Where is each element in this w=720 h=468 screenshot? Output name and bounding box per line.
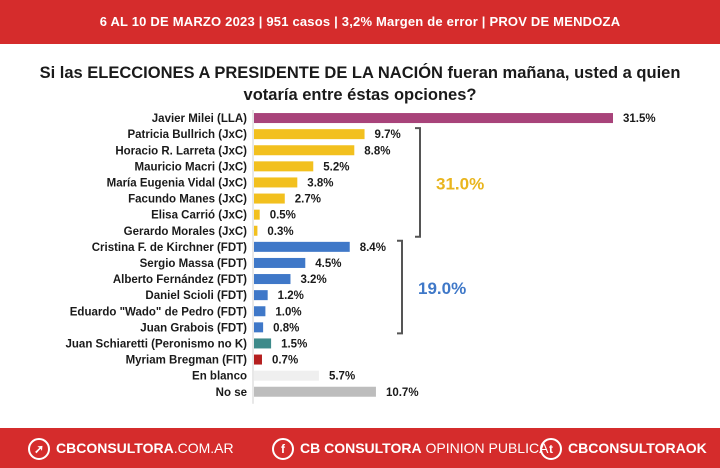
category-label: Patricia Bullrich (JxC) (127, 129, 247, 141)
value-label: 0.5% (270, 210, 296, 222)
bar (254, 338, 272, 349)
value-label: 3.8% (307, 177, 333, 189)
category-label: Javier Milei (LLA) (152, 113, 247, 125)
category-label: Juan Grabois (FDT) (140, 322, 247, 334)
chart-title-line-1: Si las ELECCIONES A PRESIDENTE DE LA NAC… (39, 64, 681, 82)
value-label: 1.0% (275, 306, 301, 318)
chart-title-line-2: votaría entre éstas opciones? (243, 86, 477, 104)
category-label: Eduardo "Wado" de Pedro (FDT) (70, 306, 247, 318)
chart-title: Si las ELECCIONES A PRESIDENTE DE LA NAC… (30, 62, 690, 106)
group-total-label: 31.0% (436, 174, 484, 193)
header-text: 6 AL 10 DE MARZO 2023 | 951 casos | 3,2%… (99, 14, 621, 29)
bar (254, 241, 350, 252)
bar-chart: Javier Milei (LLA) 31.5% Patricia Bullrich… (66, 110, 656, 404)
value-label: 10.7% (386, 387, 419, 399)
category-label: Facundo Manes (JxC) (128, 194, 247, 206)
category-label: Sergio Massa (FDT) (140, 258, 248, 270)
category-label: No se (216, 387, 247, 399)
header-bar: 6 AL 10 DE MARZO 2023 | 951 casos | 3,2%… (0, 0, 720, 44)
value-label: 0.7% (272, 355, 298, 367)
footer-facebook[interactable]: f CB CONSULTORA OPINION PUBLICA (272, 428, 548, 468)
footer-facebook-suffix: OPINION PUBLICA (421, 440, 549, 456)
category-label: Elisa Carrió (JxC) (151, 210, 247, 222)
value-label: 5.2% (323, 161, 349, 173)
footer-bar: ➚ CBCONSULTORA.COM.AR f CB CONSULTORA OPIN… (0, 428, 720, 468)
value-label: 1.5% (281, 338, 307, 350)
value-label: 31.5% (623, 113, 656, 125)
value-label: 1.2% (278, 290, 304, 302)
bar (254, 274, 291, 285)
bar (254, 209, 260, 220)
group-bracket (415, 127, 421, 238)
value-label: 8.4% (360, 242, 386, 254)
bar (254, 161, 314, 172)
footer-facebook-name: CB CONSULTORA (300, 440, 422, 456)
bar (254, 290, 268, 301)
category-label: Alberto Fernández (FDT) (113, 274, 247, 286)
value-label: 5.7% (329, 371, 355, 383)
category-label: Horacio R. Larreta (JxC) (115, 145, 247, 157)
cursor-click-icon: ➚ (28, 438, 50, 461)
value-label: 8.8% (364, 145, 390, 157)
category-label: Gerardo Morales (JxC) (124, 226, 248, 238)
category-label: Cristina F. de Kirchner (FDT) (92, 242, 247, 254)
bar (254, 177, 298, 188)
group-bracket (397, 239, 403, 335)
bar (254, 257, 306, 268)
value-label: 0.8% (273, 322, 299, 334)
bar (254, 129, 365, 140)
footer-twitter-handle: CBCONSULTORAOK (568, 440, 707, 456)
footer-website-domain: .COM.AR (173, 440, 234, 456)
category-label: En blanco (192, 371, 247, 383)
group-total-label: 19.0% (418, 279, 466, 298)
category-label: Daniel Scioli (FDT) (145, 290, 247, 302)
footer-website[interactable]: ➚ CBCONSULTORA.COM.AR (28, 428, 234, 468)
twitter-icon: t (540, 438, 562, 461)
footer-twitter[interactable]: t CBCONSULTORAOK (540, 428, 707, 468)
value-label: 4.5% (315, 258, 341, 270)
category-label: Mauricio Macri (JxC) (135, 161, 248, 173)
value-label: 2.7% (295, 194, 321, 206)
bar (254, 386, 376, 397)
footer-website-name: CBCONSULTORA (56, 440, 174, 456)
bar (254, 193, 285, 204)
bar (254, 113, 613, 124)
value-label: 3.2% (300, 274, 326, 286)
bar (254, 225, 258, 236)
value-label: 0.3% (267, 226, 293, 238)
facebook-icon: f (272, 438, 294, 461)
category-label: María Eugenia Vidal (JxC) (107, 177, 248, 189)
value-label: 9.7% (375, 129, 401, 141)
bar (254, 322, 264, 333)
category-label: Juan Schiaretti (Peronismo no K) (66, 338, 248, 350)
bar (254, 145, 355, 156)
bar (254, 370, 319, 381)
category-label: Myriam Bregman (FIT) (126, 355, 248, 367)
bar (254, 306, 266, 317)
bar (254, 354, 262, 365)
